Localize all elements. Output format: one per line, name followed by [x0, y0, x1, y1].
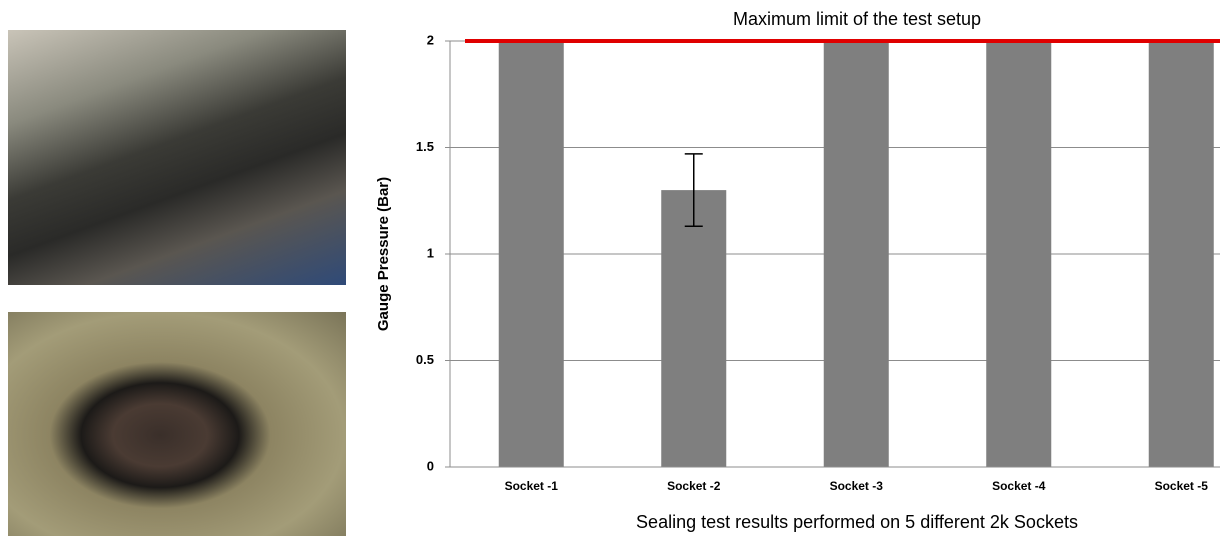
x-tick-label: Socket -4 [992, 479, 1046, 493]
y-tick-label: 1.5 [416, 139, 434, 154]
x-axis-label: Sealing test results performed on 5 diff… [636, 512, 1078, 532]
x-tick-label: Socket -3 [830, 479, 884, 493]
x-tick-label: Socket -5 [1155, 479, 1209, 493]
bar [661, 190, 726, 467]
y-tick-label: 1 [427, 245, 434, 260]
bar [499, 41, 564, 467]
bar [986, 41, 1051, 467]
x-tick-label: Socket -1 [505, 479, 559, 493]
x-tick-label: Socket -2 [667, 479, 721, 493]
y-axis-label: Gauge Pressure (Bar) [375, 177, 392, 331]
y-tick-label: 0.5 [416, 352, 434, 367]
y-tick-label: 2 [427, 32, 434, 47]
page: {"chart_data": {"type": "bar", "annotati… [0, 0, 1220, 536]
y-tick-label: 0 [427, 458, 434, 473]
chart: Maximum limit of the test setup Gauge Pr… [0, 0, 1220, 536]
limit-annotation: Maximum limit of the test setup [733, 9, 981, 29]
bar [1149, 41, 1214, 467]
bar [824, 41, 889, 467]
